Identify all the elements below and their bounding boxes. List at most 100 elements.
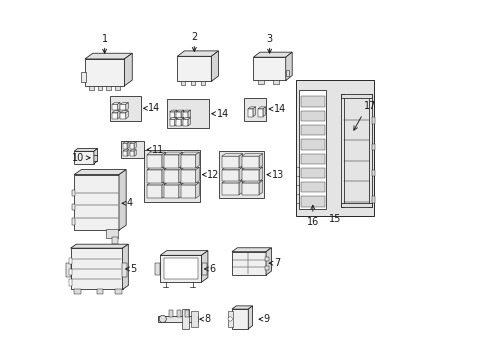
Bar [371, 117, 375, 124]
Bar [122, 151, 127, 156]
Bar [177, 56, 211, 81]
Polygon shape [176, 110, 183, 112]
Polygon shape [222, 167, 242, 170]
Polygon shape [180, 183, 199, 185]
Polygon shape [285, 52, 292, 81]
Polygon shape [211, 51, 218, 81]
Bar [180, 185, 195, 198]
Polygon shape [162, 183, 165, 198]
Bar [258, 109, 263, 117]
Bar [85, 59, 124, 86]
Bar [180, 81, 184, 85]
Polygon shape [247, 107, 255, 109]
Bar [115, 289, 122, 294]
Polygon shape [177, 51, 218, 56]
Polygon shape [239, 180, 242, 195]
Polygon shape [74, 170, 126, 175]
Polygon shape [242, 167, 262, 170]
Bar [300, 153, 324, 164]
Bar [202, 264, 206, 275]
Bar [222, 156, 239, 168]
Bar [112, 237, 118, 244]
Bar [190, 311, 198, 327]
Polygon shape [147, 183, 165, 185]
Polygon shape [163, 183, 182, 185]
Polygon shape [195, 183, 199, 198]
Polygon shape [222, 180, 242, 183]
Polygon shape [163, 152, 182, 154]
Bar [147, 185, 162, 198]
Polygon shape [259, 154, 262, 168]
Bar [341, 203, 371, 207]
Bar [231, 252, 265, 275]
Polygon shape [124, 53, 132, 86]
Bar [112, 104, 117, 111]
Polygon shape [70, 244, 128, 248]
Polygon shape [188, 118, 190, 126]
Bar [163, 154, 179, 168]
Text: 1: 1 [102, 34, 107, 44]
Bar [81, 72, 85, 82]
Polygon shape [147, 152, 165, 154]
Polygon shape [120, 103, 128, 104]
Bar [300, 125, 324, 135]
Bar [222, 183, 239, 195]
Polygon shape [258, 107, 265, 109]
Bar [244, 98, 265, 121]
Bar [300, 196, 324, 207]
Polygon shape [231, 306, 252, 309]
Circle shape [227, 317, 232, 321]
Bar [147, 154, 162, 168]
Polygon shape [94, 148, 97, 164]
Bar [300, 96, 324, 107]
Text: 16: 16 [306, 217, 318, 226]
Polygon shape [259, 167, 262, 181]
Bar [155, 264, 160, 275]
Text: 15: 15 [328, 215, 340, 224]
Text: 17: 17 [364, 101, 376, 111]
Bar [74, 151, 94, 164]
Polygon shape [179, 152, 182, 168]
Text: 9: 9 [264, 314, 269, 324]
Bar [219, 151, 264, 198]
Polygon shape [239, 154, 242, 168]
Text: 12: 12 [207, 170, 219, 180]
Polygon shape [248, 306, 252, 329]
Polygon shape [74, 148, 97, 151]
Bar [96, 289, 103, 294]
Polygon shape [127, 149, 129, 156]
Polygon shape [183, 118, 190, 120]
Polygon shape [183, 110, 190, 112]
Bar [122, 143, 127, 149]
Bar [72, 219, 75, 225]
Bar [368, 94, 371, 207]
Polygon shape [181, 118, 183, 126]
Bar [190, 81, 195, 85]
Text: 14: 14 [273, 104, 285, 114]
Bar [106, 86, 111, 90]
Bar [163, 185, 179, 198]
Polygon shape [112, 103, 120, 104]
Bar [167, 99, 208, 128]
Polygon shape [163, 167, 182, 170]
Polygon shape [117, 111, 120, 119]
Polygon shape [259, 180, 262, 195]
Bar [169, 120, 174, 126]
Bar [265, 266, 268, 270]
Bar [258, 80, 264, 84]
Polygon shape [188, 110, 190, 118]
Polygon shape [122, 142, 129, 143]
Text: 11: 11 [152, 144, 164, 154]
Bar [341, 94, 344, 207]
Polygon shape [162, 167, 165, 183]
Polygon shape [239, 167, 242, 181]
Bar [222, 170, 239, 181]
Polygon shape [122, 149, 129, 151]
Text: 14: 14 [216, 109, 228, 119]
Bar [177, 310, 181, 317]
Bar [176, 120, 181, 126]
Bar [120, 104, 125, 111]
Polygon shape [117, 103, 120, 111]
Polygon shape [195, 167, 199, 183]
Bar [183, 112, 188, 118]
